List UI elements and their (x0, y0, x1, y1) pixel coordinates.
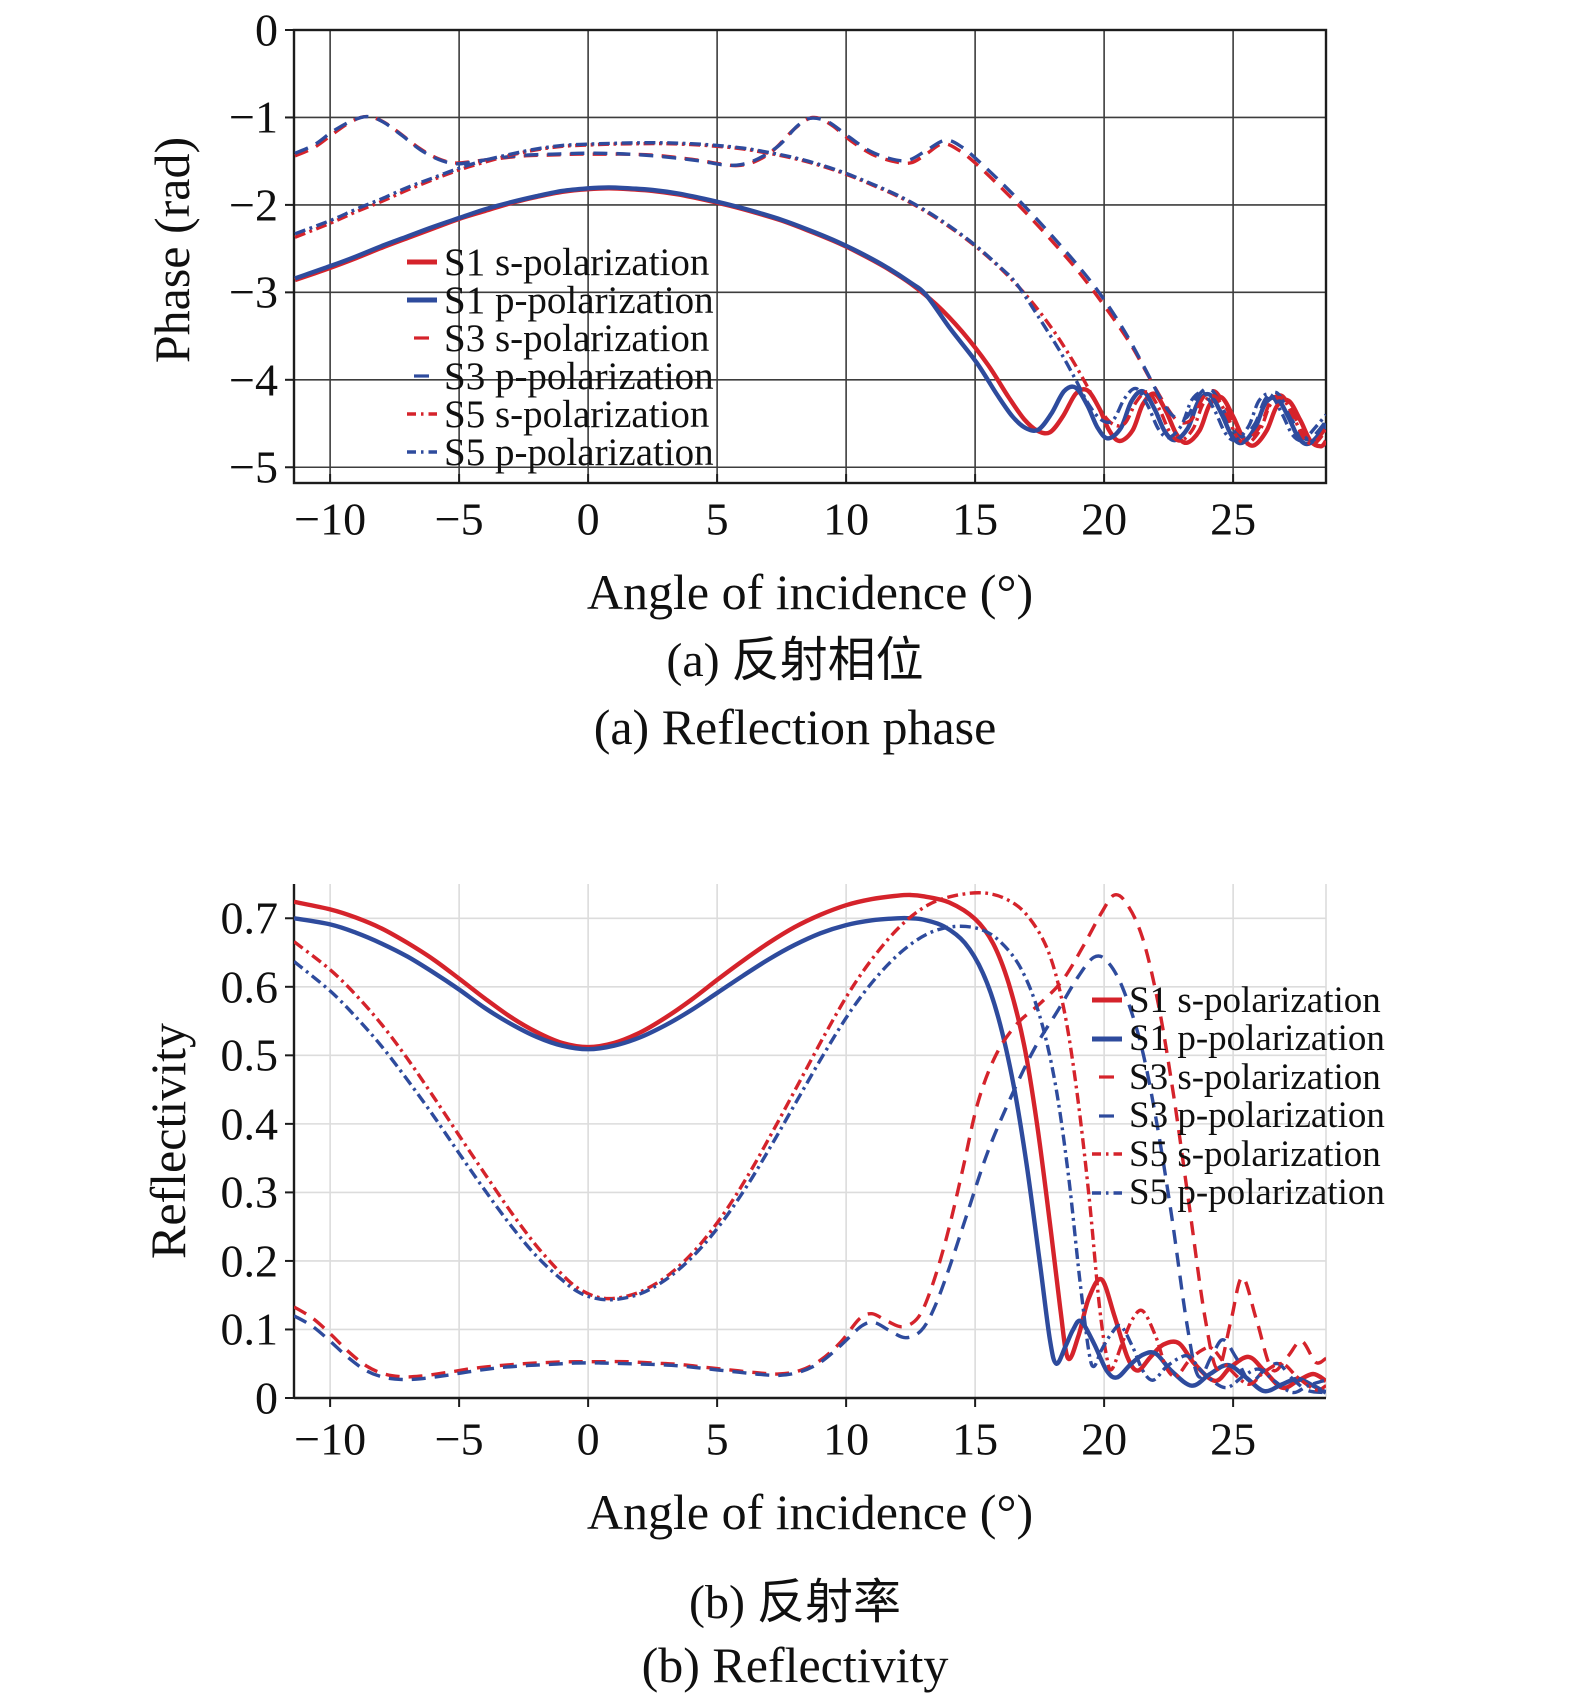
y-tick-label: 0.5 (220, 1029, 279, 1081)
phase-y-axis-title: Phase (rad) (144, 136, 200, 364)
legend-line-swatch (1099, 1113, 1114, 1118)
x-tick-label: −5 (434, 1413, 484, 1465)
legend-label: S5 s-polarization (444, 392, 710, 436)
legend-line-swatch (414, 336, 429, 340)
legend-item-reflectivity-s1-p-polarization: S1 p-polarization (1090, 1018, 1385, 1059)
series-reflectivity-s5-s-polarization (294, 891, 1326, 1392)
y-tick-label: 0.2 (220, 1235, 279, 1287)
legend-item-reflectivity-s5-s-polarization: S5 s-polarization (1090, 1133, 1381, 1175)
legend-item-phase-s5-p-polarization: S5 p-polarization (405, 430, 714, 474)
y-tick-label: −1 (229, 91, 278, 143)
caption-b-chinese: (b) 反射率 (689, 1576, 901, 1629)
x-tick-label: −10 (294, 1413, 367, 1465)
legend-line-swatch (414, 374, 429, 378)
y-tick-label: 0.6 (220, 961, 279, 1013)
legend-label: S5 p-polarization (444, 430, 714, 474)
x-tick-label: 5 (705, 493, 729, 545)
legend-item-reflectivity-s5-p-polarization: S5 p-polarization (1090, 1172, 1385, 1213)
series-reflectivity-s1-s-polarization (294, 892, 1326, 1391)
legend-line-swatch (1099, 1075, 1114, 1079)
legend-label: S3 p-polarization (1129, 1095, 1385, 1136)
x-tick-label: −5 (434, 493, 484, 545)
legend-item-phase-s3-s-polarization: S3 s-polarization (405, 316, 710, 360)
y-tick-label: 0.3 (220, 1166, 279, 1218)
phase-x-axis-title: Angle of incidence (°) (586, 564, 1034, 620)
legend-label: S3 p-polarization (444, 354, 714, 398)
x-tick-label: 10 (823, 1413, 870, 1465)
x-tick-label: 10 (823, 493, 870, 545)
legend-label: S1 p-polarization (444, 278, 714, 322)
legend-line-swatch (407, 450, 437, 454)
series-reflectivity-s5-p-polarization (294, 924, 1326, 1395)
x-tick-label: 5 (705, 1413, 729, 1465)
legend-label: S5 p-polarization (1129, 1172, 1385, 1213)
series-reflectivity-s1-p-polarization (294, 915, 1326, 1395)
series-phase-s5-p-polarization (294, 141, 1326, 443)
caption-b-english: (b) Reflectivity (641, 1637, 949, 1693)
y-tick-label: −5 (229, 441, 278, 493)
legend-label: S1 s-polarization (444, 240, 710, 284)
legend-line-swatch (1092, 1036, 1122, 1041)
x-tick-label: 25 (1210, 1413, 1257, 1465)
legend-item-phase-s3-p-polarization: S3 p-polarization (405, 354, 714, 398)
series-phase-s5-s-polarization (294, 141, 1326, 446)
legend-label: S3 s-polarization (444, 316, 710, 360)
legend-line-swatch (1092, 1190, 1122, 1195)
y-tick-label: 0 (255, 4, 278, 56)
y-tick-label: 0.7 (220, 892, 279, 944)
x-tick-label: 15 (952, 493, 999, 545)
legend-item-phase-s1-p-polarization: S1 p-polarization (405, 278, 714, 322)
reflectivity-plot (285, 884, 1327, 1407)
plot-frame (292, 28, 1328, 485)
caption-a-english: (a) Reflection phase (593, 699, 997, 755)
y-tick-label: −3 (229, 266, 278, 318)
y-tick-label: −4 (229, 354, 278, 406)
series-reflectivity-s3-s-polarization (294, 893, 1326, 1379)
phase-plot (285, 28, 1328, 485)
legend-item-reflectivity-s3-s-polarization: S3 s-polarization (1090, 1056, 1381, 1098)
legend-item-phase-s1-s-polarization: S1 s-polarization (405, 240, 710, 284)
legend-label: S1 s-polarization (1129, 979, 1381, 1021)
x-tick-label: 20 (1081, 493, 1128, 545)
legend-line-swatch (407, 412, 437, 416)
y-tick-label: 0 (255, 1372, 278, 1424)
series-reflectivity-s3-p-polarization (294, 954, 1326, 1395)
legend-item-reflectivity-s3-p-polarization: S3 p-polarization (1090, 1095, 1385, 1136)
reflectivity-x-axis-title: Angle of incidence (°) (586, 1484, 1034, 1540)
x-tick-label: 0 (576, 1413, 600, 1465)
x-tick-label: 20 (1081, 1413, 1128, 1465)
reflectivity-y-axis-title: Reflectivity (140, 1022, 196, 1260)
legend-item-phase-s5-s-polarization: S5 s-polarization (405, 392, 710, 436)
legend-line-swatch (407, 259, 437, 265)
legend-label: S3 s-polarization (1129, 1056, 1381, 1098)
y-tick-label: 0.4 (220, 1098, 279, 1150)
caption-a-chinese: (a) 反射相位 (666, 634, 924, 687)
legend-label: S5 s-polarization (1129, 1133, 1381, 1175)
x-tick-label: 15 (952, 1413, 999, 1465)
y-tick-label: 0.1 (220, 1303, 279, 1355)
legend-line-swatch (407, 297, 437, 303)
x-tick-label: −10 (294, 493, 367, 545)
x-tick-label: 0 (576, 493, 600, 545)
legend-line-swatch (1092, 1152, 1122, 1156)
legend-line-swatch (1092, 997, 1122, 1003)
x-tick-label: 25 (1210, 493, 1257, 545)
legend-item-reflectivity-s1-s-polarization: S1 s-polarization (1090, 979, 1381, 1021)
series-phase-s1-p-polarization (294, 185, 1326, 447)
y-tick-label: −2 (229, 179, 278, 231)
legend-label: S1 p-polarization (1129, 1018, 1385, 1059)
